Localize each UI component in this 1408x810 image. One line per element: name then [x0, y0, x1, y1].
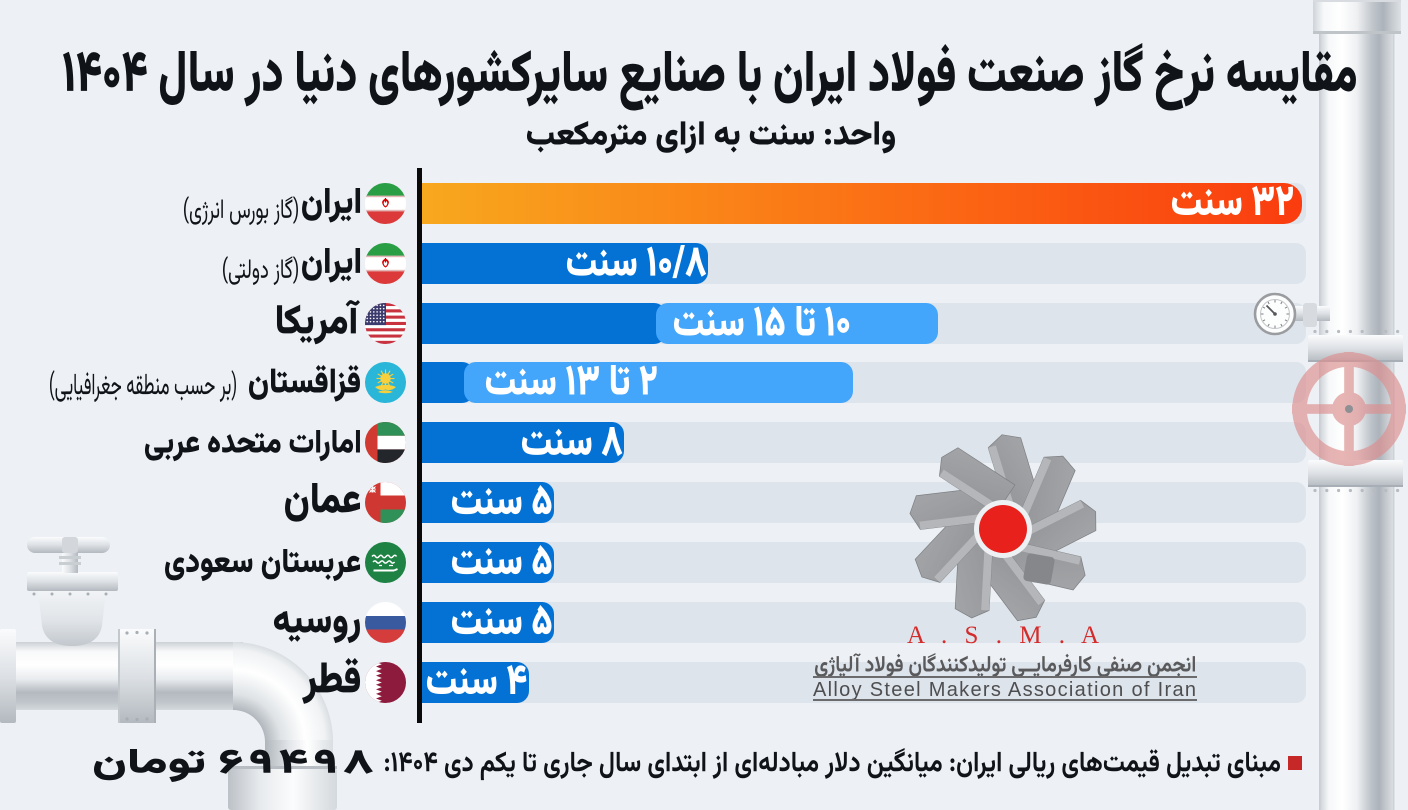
svg-text:A . S . M . A: A . S . M . A — [907, 622, 1099, 649]
svg-text:Alloy Steel Makers Association: Alloy Steel Makers Association of Iran — [813, 679, 1196, 701]
